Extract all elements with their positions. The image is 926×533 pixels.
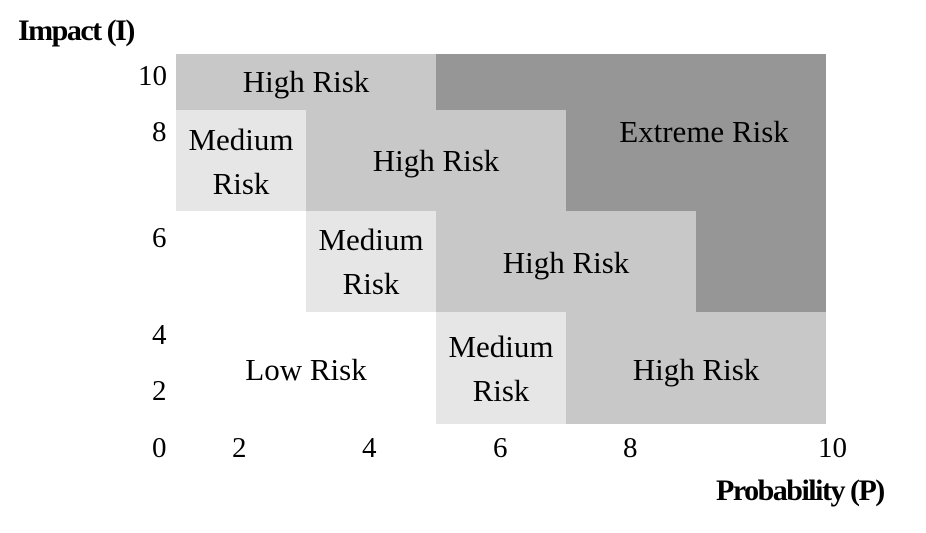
zone-label-high-mid: High Risk xyxy=(372,143,500,178)
zone-label-high-bottom: High Risk xyxy=(632,352,760,387)
y-tick-label: 0 xyxy=(152,432,167,464)
zone-high-center-bg xyxy=(436,211,696,312)
zone-label-medium-1: Medium Risk xyxy=(188,122,294,201)
zone-medium-2-bg xyxy=(306,211,436,312)
zone-medium-3-bg xyxy=(436,312,566,424)
y-tick-label: 4 xyxy=(152,319,167,351)
zone-label-low: Low Risk xyxy=(245,352,367,387)
y-tick-label: 8 xyxy=(152,116,167,148)
x-tick-label: 4 xyxy=(362,432,377,464)
zone-high-bottom-bg xyxy=(566,312,826,424)
zone-high-top-bg xyxy=(176,54,436,110)
zone-label-extreme: Extreme Risk xyxy=(619,114,789,149)
x-tick-label: 8 xyxy=(623,432,638,464)
zone-label-high-top: High Risk xyxy=(242,64,370,99)
zone-label-medium-2: Medium Risk xyxy=(318,222,424,301)
y-axis-title: Impact (I) xyxy=(18,14,135,47)
zone-label-high-center: High Risk xyxy=(502,245,630,280)
x-tick-label: 6 xyxy=(493,432,508,464)
zone-extreme-mid-bg xyxy=(566,110,826,211)
zone-label-medium-3: Medium Risk xyxy=(448,329,554,408)
y-tick-label: 6 xyxy=(152,222,167,254)
zone-low-upper-bg xyxy=(176,211,306,312)
x-tick-label: 2 xyxy=(232,432,247,464)
x-axis-title: Probability (P) xyxy=(716,474,885,507)
x-tick-label: 10 xyxy=(818,432,847,464)
zone-extreme-right-bg xyxy=(696,211,826,312)
zone-low-bg xyxy=(176,312,436,424)
zone-extreme-top-bg xyxy=(436,54,826,110)
zone-high-mid-bg xyxy=(306,110,566,211)
zone-medium-1-bg xyxy=(176,110,306,211)
y-tick-label: 2 xyxy=(152,375,167,407)
y-tick-label: 10 xyxy=(138,60,167,92)
